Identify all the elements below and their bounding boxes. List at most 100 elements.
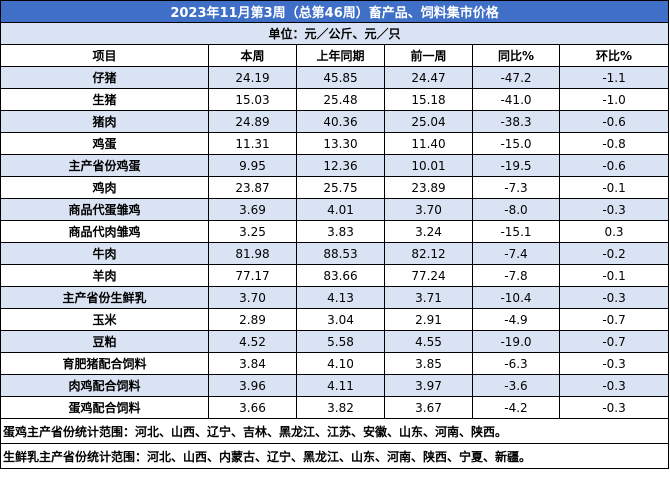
data-row: 蛋鸡配合饲料 3.66 3.82 3.67 -4.2 -0.3: [0, 396, 670, 419]
value-cell: -3.6: [472, 374, 560, 397]
data-row: 羊肉 77.17 83.66 77.24 -7.8 -0.1: [0, 264, 670, 287]
value-cell: 77.24: [384, 264, 473, 287]
item-cell: 主产省份鸡蛋: [0, 154, 209, 177]
item-cell: 生猪: [0, 88, 209, 111]
value-cell: 45.85: [296, 66, 385, 89]
data-row: 玉米 2.89 3.04 2.91 -4.9 -0.7: [0, 308, 670, 331]
value-cell: -0.7: [558, 308, 670, 331]
data-row: 主产省份生鲜乳 3.70 4.13 3.71 -10.4 -0.3: [0, 286, 670, 309]
value-cell: 3.83: [296, 220, 385, 243]
value-cell: 3.82: [296, 396, 385, 419]
title-row: 2023年11月第3周（总第46周）畜产品、饲料集市价格: [0, 0, 670, 23]
value-cell: 3.69: [208, 198, 297, 221]
value-cell: 0.3: [558, 220, 670, 243]
value-cell: 3.84: [208, 352, 297, 375]
value-cell: 25.75: [296, 176, 385, 199]
data-row: 豆粕 4.52 5.58 4.55 -19.0 -0.7: [0, 330, 670, 353]
value-cell: -0.3: [558, 352, 670, 375]
item-cell: 猪肉: [0, 110, 209, 133]
value-cell: 4.52: [208, 330, 297, 353]
note: 蛋鸡主产省份统计范围：河北、山西、辽宁、吉林、黑龙江、江苏、安徽、山东、河南、陕…: [0, 418, 670, 444]
item-cell: 主产省份生鲜乳: [0, 286, 209, 309]
value-cell: -0.3: [558, 198, 670, 221]
data-row: 生猪 15.03 25.48 15.18 -41.0 -1.0: [0, 88, 670, 111]
value-cell: -8.0: [472, 198, 560, 221]
data-row: 猪肉 24.89 40.36 25.04 -38.3 -0.6: [0, 110, 670, 133]
value-cell: 10.01: [384, 154, 473, 177]
header-cell: 本周: [208, 44, 297, 67]
title: 2023年11月第3周（总第46周）畜产品、饲料集市价格: [0, 0, 670, 23]
header-cell: 环比%: [558, 44, 670, 67]
value-cell: 13.30: [296, 132, 385, 155]
item-cell: 育肥猪配合饲料: [0, 352, 209, 375]
header-row: 项目 本周 上年同期 前一周 同比% 环比%: [0, 44, 670, 67]
value-cell: -0.1: [558, 264, 670, 287]
value-cell: 15.18: [384, 88, 473, 111]
item-cell: 豆粕: [0, 330, 209, 353]
value-cell: 4.01: [296, 198, 385, 221]
value-cell: -7.8: [472, 264, 560, 287]
item-cell: 羊肉: [0, 264, 209, 287]
value-cell: 88.53: [296, 242, 385, 265]
header-cell: 同比%: [472, 44, 560, 67]
value-cell: 77.17: [208, 264, 297, 287]
value-cell: -0.1: [558, 176, 670, 199]
item-cell: 鸡肉: [0, 176, 209, 199]
value-cell: 9.95: [208, 154, 297, 177]
value-cell: -19.0: [472, 330, 560, 353]
value-cell: 11.31: [208, 132, 297, 155]
value-cell: 83.66: [296, 264, 385, 287]
value-cell: 25.04: [384, 110, 473, 133]
value-cell: 4.10: [296, 352, 385, 375]
value-cell: -47.2: [472, 66, 560, 89]
value-cell: 3.04: [296, 308, 385, 331]
data-row: 商品代蛋雏鸡 3.69 4.01 3.70 -8.0 -0.3: [0, 198, 670, 221]
value-cell: -1.0: [558, 88, 670, 111]
value-cell: 3.24: [384, 220, 473, 243]
unit: 单位：元／公斤、元／只: [0, 22, 670, 45]
value-cell: 81.98: [208, 242, 297, 265]
value-cell: -38.3: [472, 110, 560, 133]
value-cell: 2.89: [208, 308, 297, 331]
value-cell: -7.4: [472, 242, 560, 265]
value-cell: -4.2: [472, 396, 560, 419]
note: 生鲜乳主产省份统计范围：河北、山西、内蒙古、辽宁、黑龙江、山东、河南、陕西、宁夏…: [0, 443, 670, 469]
note-row: 生鲜乳主产省份统计范围：河北、山西、内蒙古、辽宁、黑龙江、山东、河南、陕西、宁夏…: [0, 443, 670, 469]
data-row: 商品代肉雏鸡 3.25 3.83 3.24 -15.1 0.3: [0, 220, 670, 243]
value-cell: 5.58: [296, 330, 385, 353]
item-cell: 玉米: [0, 308, 209, 331]
value-cell: 24.19: [208, 66, 297, 89]
value-cell: -10.4: [472, 286, 560, 309]
table-body: 2023年11月第3周（总第46周）畜产品、饲料集市价格 单位：元／公斤、元／只…: [0, 0, 670, 469]
item-cell: 鸡蛋: [0, 132, 209, 155]
value-cell: 3.71: [384, 286, 473, 309]
data-row: 仔猪 24.19 45.85 24.47 -47.2 -1.1: [0, 66, 670, 89]
header-cell: 前一周: [384, 44, 473, 67]
value-cell: 23.87: [208, 176, 297, 199]
header-cell: 项目: [0, 44, 209, 67]
value-cell: 3.85: [384, 352, 473, 375]
value-cell: -0.3: [558, 286, 670, 309]
value-cell: -15.1: [472, 220, 560, 243]
value-cell: 3.70: [384, 198, 473, 221]
value-cell: -6.3: [472, 352, 560, 375]
item-cell: 肉鸡配合饲料: [0, 374, 209, 397]
value-cell: -7.3: [472, 176, 560, 199]
value-cell: -0.6: [558, 110, 670, 133]
value-cell: 3.96: [208, 374, 297, 397]
value-cell: 3.70: [208, 286, 297, 309]
value-cell: 3.67: [384, 396, 473, 419]
value-cell: 25.48: [296, 88, 385, 111]
value-cell: 3.25: [208, 220, 297, 243]
value-cell: -0.3: [558, 374, 670, 397]
data-row: 肉鸡配合饲料 3.96 4.11 3.97 -3.6 -0.3: [0, 374, 670, 397]
value-cell: 4.11: [296, 374, 385, 397]
value-cell: 2.91: [384, 308, 473, 331]
data-row: 主产省份鸡蛋 9.95 12.36 10.01 -19.5 -0.6: [0, 154, 670, 177]
value-cell: 15.03: [208, 88, 297, 111]
value-cell: -0.7: [558, 330, 670, 353]
data-row: 鸡蛋 11.31 13.30 11.40 -15.0 -0.8: [0, 132, 670, 155]
value-cell: 4.13: [296, 286, 385, 309]
value-cell: -41.0: [472, 88, 560, 111]
